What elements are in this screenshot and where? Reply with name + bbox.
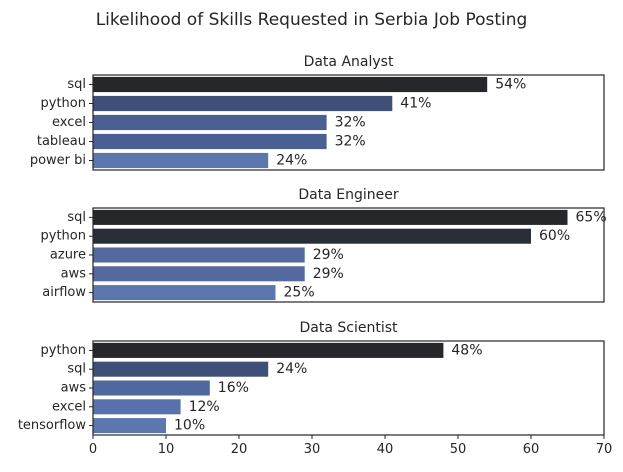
- y-tick-label: python: [41, 229, 86, 244]
- x-tick-label: 30: [304, 442, 321, 457]
- bar: [93, 380, 210, 396]
- bar: [93, 418, 166, 434]
- bar: [93, 361, 269, 377]
- x-tick-label: 50: [450, 442, 467, 457]
- y-tick-label: python: [41, 343, 86, 358]
- bar: [93, 247, 305, 263]
- bar: [93, 399, 181, 415]
- panel-0: Data Analyst sql 54% python 41% excel 32% table…: [30, 54, 605, 171]
- panel-title: Data Engineer: [298, 187, 398, 203]
- data-label: 25%: [284, 285, 315, 301]
- data-label: 12%: [189, 399, 220, 415]
- data-label: 24%: [276, 153, 307, 169]
- bar: [93, 76, 488, 93]
- data-label: 32%: [335, 115, 366, 131]
- bar: [93, 285, 276, 301]
- y-tick-label: sql: [67, 210, 86, 225]
- y-tick-label: python: [41, 96, 86, 111]
- y-tick-label: sql: [67, 362, 86, 377]
- axes-frame: [92, 207, 605, 303]
- data-label: 48%: [451, 342, 482, 358]
- x-tick-label: 20: [231, 442, 248, 457]
- bar: [93, 342, 444, 358]
- y-tick-label: airflow: [42, 285, 86, 300]
- y-tick-label: tableau: [37, 134, 86, 149]
- x-tick-label: 0: [89, 442, 97, 457]
- y-tick-label: excel: [52, 399, 86, 414]
- data-label: 54%: [495, 77, 526, 93]
- data-label: 60%: [539, 228, 570, 244]
- x-tick-label: 60: [523, 442, 540, 457]
- figure-title: Likelihood of Skills Requested in Serbia…: [96, 10, 528, 30]
- data-label: 65%: [576, 209, 607, 225]
- bar: [93, 266, 305, 282]
- panel-title: Data Scientist: [300, 320, 399, 336]
- bar: [93, 228, 531, 244]
- data-label: 16%: [218, 380, 249, 396]
- x-tick-label: 10: [158, 442, 175, 457]
- axes-frame: [92, 340, 605, 436]
- panel-title: Data Analyst: [304, 54, 394, 70]
- bar: [93, 114, 327, 131]
- data-label: 32%: [335, 134, 366, 150]
- y-tick-label: sql: [67, 77, 86, 92]
- x-tick-label: 40: [377, 442, 394, 457]
- bar: [93, 133, 327, 150]
- data-label: 24%: [276, 361, 307, 377]
- y-tick-label: tensorflow: [18, 418, 87, 433]
- y-tick-label: power bi: [30, 153, 86, 168]
- bar: [93, 95, 393, 112]
- bar: [93, 209, 568, 225]
- data-label: 10%: [174, 418, 205, 434]
- y-tick-label: excel: [52, 115, 86, 130]
- bar: [93, 152, 269, 169]
- panel-2: Data Scientist python 48% sql 24% aws 16% excel…: [18, 320, 612, 457]
- data-label: 29%: [313, 247, 344, 263]
- y-tick-label: aws: [61, 266, 87, 281]
- y-tick-label: aws: [61, 381, 87, 396]
- data-label: 41%: [400, 96, 431, 112]
- y-tick-label: azure: [50, 248, 86, 263]
- panel-1: Data Engineer sql 65% python 60% azure 29% aws 2…: [41, 187, 607, 303]
- data-label: 29%: [313, 266, 344, 282]
- x-tick-label: 70: [596, 442, 613, 457]
- axes-frame: [92, 74, 605, 171]
